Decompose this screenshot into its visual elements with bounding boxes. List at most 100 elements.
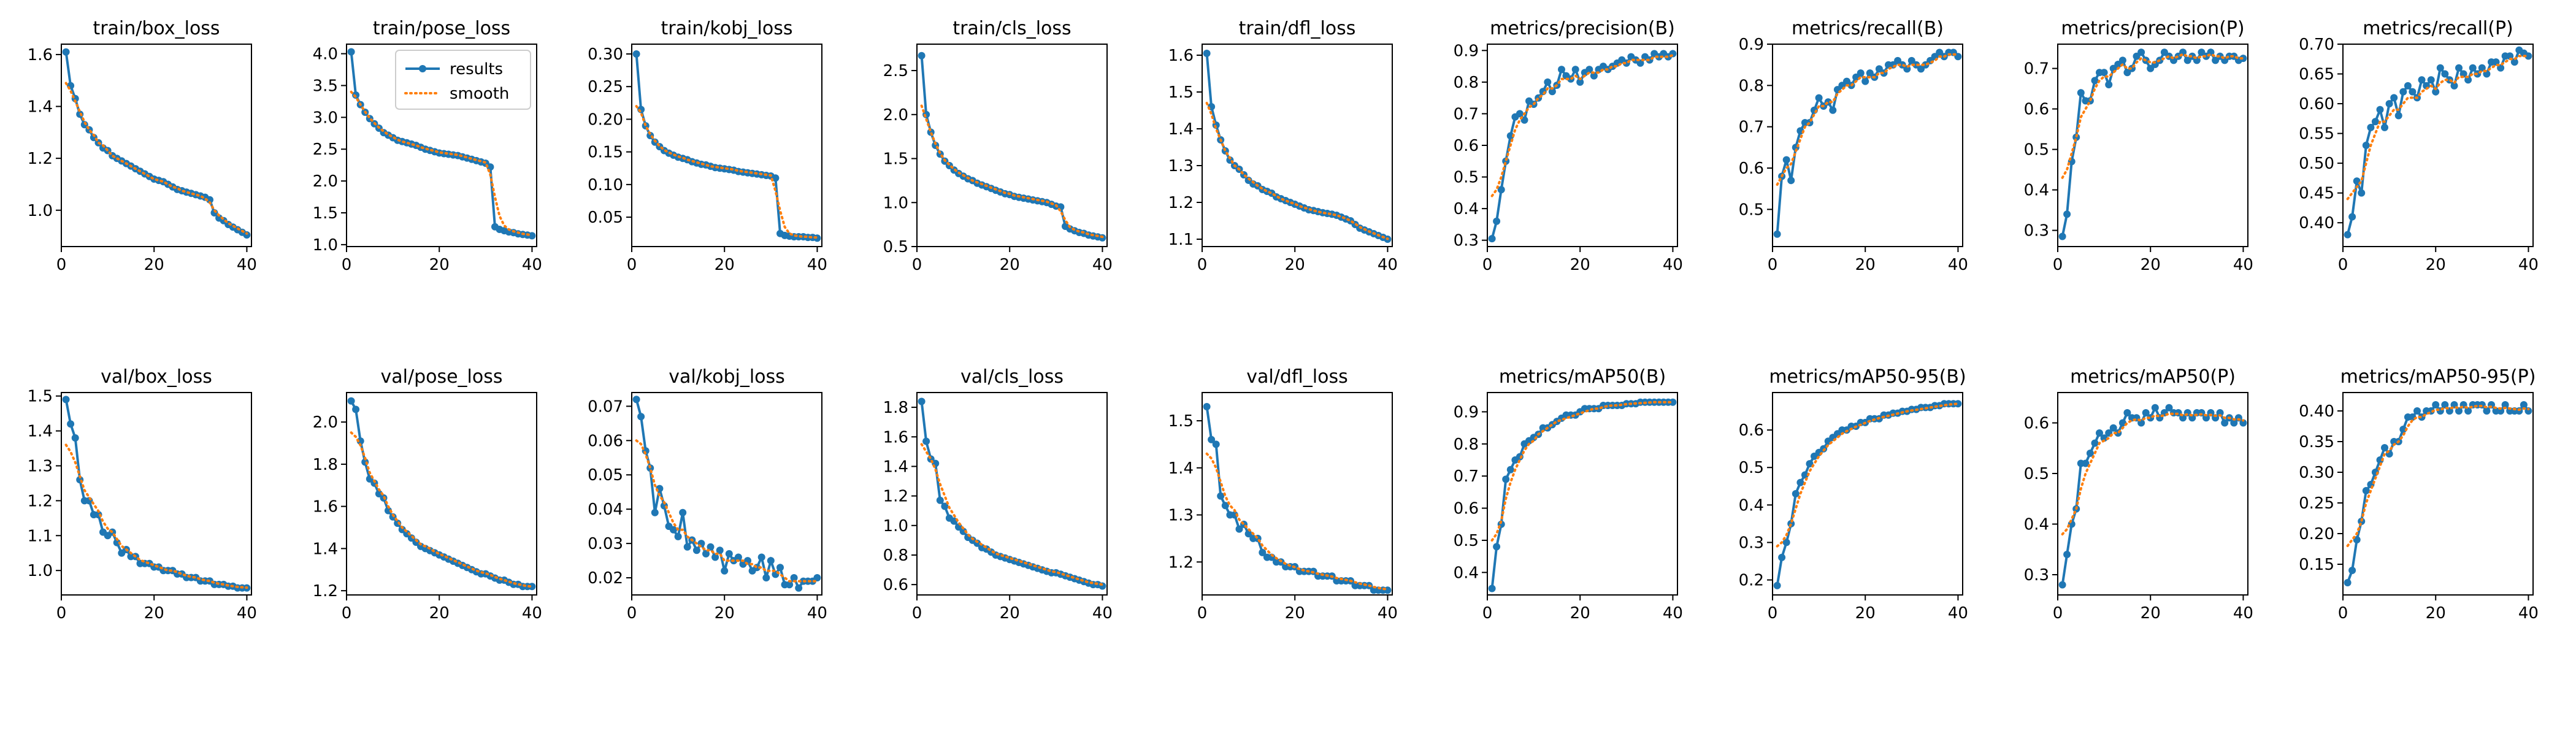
y-tick-label: 0.6 <box>2024 415 2049 433</box>
subplot-title: metrics/mAP50(P) <box>2070 366 2236 388</box>
data-point <box>679 508 687 516</box>
subplot-title: metrics/recall(B) <box>1792 18 1944 39</box>
data-point <box>2455 407 2463 415</box>
data-point <box>347 48 355 56</box>
subplot-metrics-map50-b: metrics/mAP50(B) 0 20 40 0.4 0.5 0.6 0.7 0.8 0.9 <box>1454 366 1683 623</box>
series-line-results <box>2346 402 2529 583</box>
y-tick-label: 0.30 <box>588 45 623 64</box>
y-tick-label: 0.15 <box>588 144 623 162</box>
y-tick-label: 0.3 <box>2024 222 2049 240</box>
plot-frame <box>2342 44 2534 247</box>
x-tick-label: 0 <box>1768 604 1778 623</box>
series-line-results <box>635 53 818 240</box>
data-point <box>1773 230 1781 238</box>
subplot-train-cls-loss: train/cls_loss 0 20 40 0.5 1.0 1.5 2.0 2.5 <box>883 18 1113 274</box>
x-tick-label: 0 <box>1482 604 1493 623</box>
subplot-title: val/cls_loss <box>960 366 1064 388</box>
data-point <box>2123 409 2131 416</box>
plot-frame <box>346 44 537 247</box>
data-point <box>2348 567 2356 574</box>
data-point <box>2348 213 2356 221</box>
y-tick-label: 1.4 <box>28 98 53 117</box>
data-point <box>2151 404 2159 412</box>
data-point <box>632 396 640 404</box>
data-point <box>734 553 742 561</box>
y-tick-label: 1.5 <box>1168 412 1194 431</box>
series-line-smooth <box>1776 402 1960 548</box>
data-point <box>2179 414 2187 422</box>
series-line-smooth <box>635 439 819 583</box>
subplot-title: metrics/precision(B) <box>1490 18 1675 39</box>
data-point <box>795 584 803 592</box>
data-point <box>721 567 729 575</box>
series-line-results <box>1205 406 1388 592</box>
data-point <box>2118 56 2126 64</box>
plot-frame <box>631 44 822 247</box>
x-tick-label: 40 <box>1948 604 1968 623</box>
y-tick-label: 0.20 <box>588 110 623 129</box>
plot-frame <box>631 392 822 596</box>
y-tick-label: 2.0 <box>883 106 908 125</box>
subplot-val-pose-loss: val/pose_loss 0 20 40 1.2 1.4 1.6 1.8 2.0 <box>313 366 542 623</box>
series-line-smooth <box>1205 102 1389 240</box>
subplot-title: metrics/precision(P) <box>2061 18 2244 39</box>
data-point <box>2344 231 2352 239</box>
data-point <box>2394 112 2402 120</box>
data-point <box>398 526 406 534</box>
data-point <box>2432 88 2440 96</box>
data-point <box>2432 401 2440 408</box>
subplot-title: train/dfl_loss <box>1239 18 1356 39</box>
y-tick-label: 0.6 <box>1454 137 1479 155</box>
y-tick-label: 1.8 <box>313 456 338 474</box>
y-tick-label: 0.7 <box>2024 60 2049 79</box>
y-tick-label: 2.0 <box>313 413 338 432</box>
subplot-title: train/box_loss <box>93 18 220 39</box>
legend: results smooth <box>395 50 531 110</box>
data-point <box>2058 232 2066 240</box>
y-tick-label: 0.02 <box>588 569 623 588</box>
y-tick-label: 0.2 <box>1739 572 1764 590</box>
series-line-smooth <box>1490 401 1674 542</box>
y-tick-label: 0.5 <box>1454 169 1479 187</box>
x-tick-label: 20 <box>1570 256 1590 274</box>
data-point <box>2091 77 2099 85</box>
data-point <box>1815 94 1823 102</box>
x-tick-label: 40 <box>2233 256 2253 274</box>
data-point <box>922 437 930 445</box>
y-tick-label: 0.8 <box>1454 435 1479 454</box>
data-point <box>2381 123 2388 131</box>
y-tick-label: 1.0 <box>313 236 338 255</box>
data-point <box>2404 82 2412 90</box>
data-point <box>1516 453 1524 461</box>
y-tick-label: 1.4 <box>1168 120 1194 139</box>
x-tick-label: 20 <box>2426 256 2446 274</box>
y-tick-label: 0.8 <box>1454 74 1479 92</box>
data-point <box>2381 444 2388 451</box>
y-tick-label: 0.20 <box>2299 525 2334 543</box>
data-point <box>1787 177 1795 185</box>
data-point <box>62 48 70 56</box>
data-point <box>2385 100 2393 108</box>
x-tick-label: 0 <box>912 256 922 274</box>
y-tick-label: 0.35 <box>2299 433 2334 451</box>
plot-frame <box>2057 392 2248 596</box>
data-point <box>651 508 659 516</box>
y-tick-label: 0.30 <box>2299 464 2334 482</box>
data-point <box>632 50 640 58</box>
data-point <box>2077 89 2085 97</box>
data-point <box>347 397 355 405</box>
data-point <box>776 564 784 572</box>
subplot-title: metrics/mAP50-95(B) <box>1769 366 1966 388</box>
data-point <box>2441 70 2449 78</box>
x-tick-label: 40 <box>1948 256 1968 274</box>
x-tick-label: 20 <box>1855 256 1876 274</box>
data-point <box>637 413 645 421</box>
subplot-train-box-loss: train/box_loss 0 20 40 1.0 1.2 1.4 1.6 <box>28 18 257 274</box>
y-tick-label: 0.8 <box>1739 77 1764 95</box>
data-point <box>1497 186 1505 194</box>
y-tick-label: 0.25 <box>588 78 623 96</box>
y-tick-label: 1.2 <box>313 582 338 600</box>
data-point <box>1571 66 1579 74</box>
x-tick-label: 0 <box>912 604 922 623</box>
